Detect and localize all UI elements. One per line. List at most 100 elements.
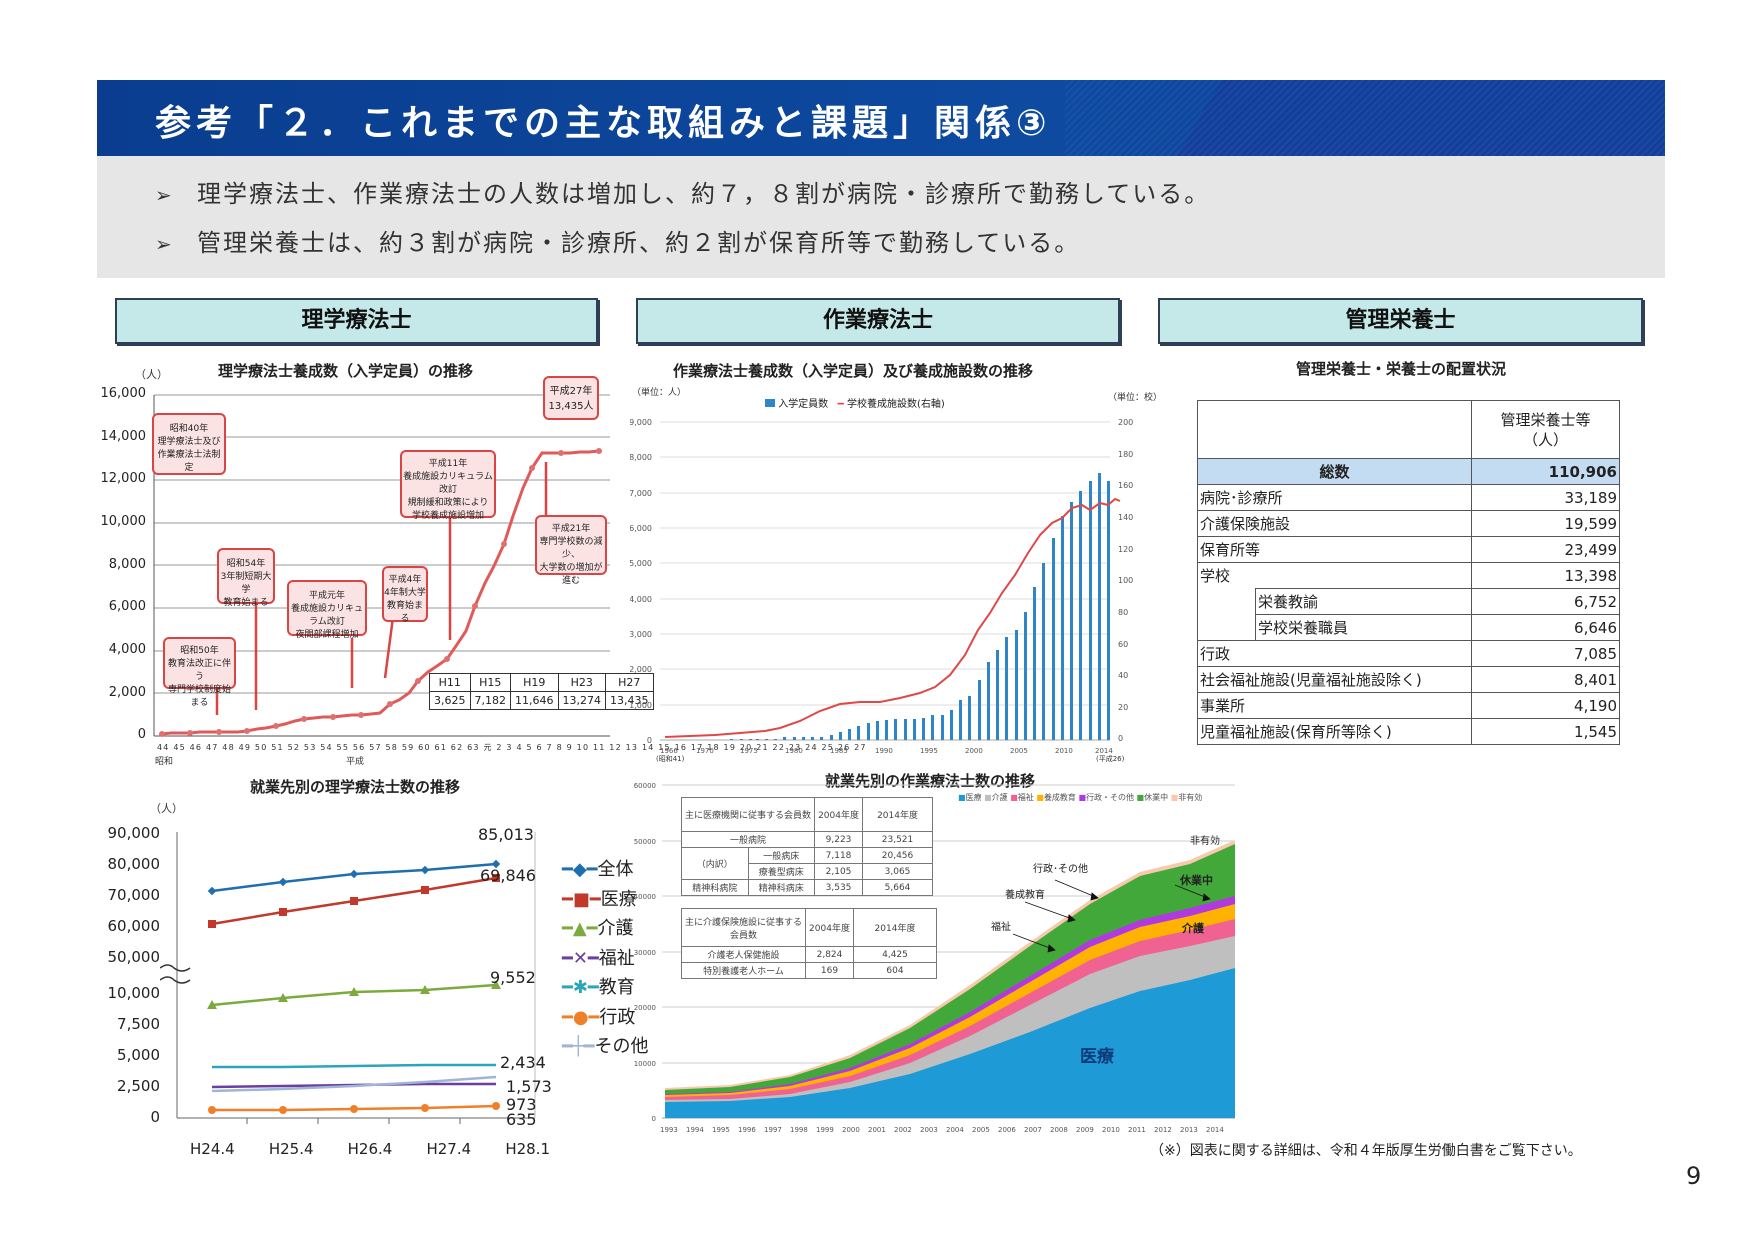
inset-cell: 169 <box>805 962 854 979</box>
indent-cell <box>1197 614 1256 641</box>
svg-text:1975: 1975 <box>740 747 758 755</box>
svg-text:1997: 1997 <box>764 1126 782 1134</box>
y-tick: 2,500 <box>117 1077 160 1095</box>
row-label: 社会福祉施設(児童福祉施設除く) <box>1197 666 1472 693</box>
row-label: 行政 <box>1197 640 1472 667</box>
legend-item-medical: ━■━医療 <box>562 888 637 910</box>
inset-value: 13,274 <box>557 691 606 710</box>
svg-text:60: 60 <box>1118 640 1128 649</box>
legend-label: 養成教育 <box>1043 793 1076 802</box>
y-tick: 14,000 <box>100 429 147 444</box>
inset-cell: 一般病床 <box>747 847 816 864</box>
table-row: 行政 7,085 <box>1197 640 1620 667</box>
end-label-other: 1,573 <box>506 1077 552 1096</box>
axis-break-icon <box>160 964 191 972</box>
legend-label: 医療 <box>965 793 982 802</box>
svg-text:40000: 40000 <box>634 893 656 901</box>
svg-text:2011: 2011 <box>1128 1126 1146 1134</box>
inset-cell: 精神科病院 <box>681 879 749 896</box>
section-head-ot: 作業療法士 <box>636 298 1120 344</box>
x-tick: H26.4 <box>347 1140 393 1158</box>
svg-text:1993: 1993 <box>660 1126 678 1134</box>
table-row: 事業所 4,190 <box>1197 692 1620 719</box>
nutrition-table: 管理栄養士等 （人） 総数 110,906 病院･診療所 33,189 介護保険… <box>1197 400 1620 745</box>
legend-item-care: ━▲━介護 <box>562 918 634 939</box>
arrowhead-bullet-icon: ➢ <box>155 183 174 207</box>
svg-text:2003: 2003 <box>920 1126 938 1134</box>
callout-s54: 昭和54年 3年制短期大学 教育始まる <box>217 548 275 608</box>
pt-enrollment-title: 理学療法士養成数（入学定員）の推移 <box>218 362 474 380</box>
svg-text:2004: 2004 <box>946 1126 964 1134</box>
inset-header: 主に医療機関に従事する会員数 <box>680 797 816 832</box>
area-label-welfare: 福祉 <box>991 922 1011 933</box>
svg-text:0: 0 <box>1118 734 1123 743</box>
legend-line-swatch: ━ <box>837 399 844 410</box>
pt-workplace-title: 就業先別の理学療法士数の推移 <box>250 778 461 796</box>
inset-header: 2004年度 <box>805 908 854 947</box>
svg-text:2012: 2012 <box>1154 1126 1172 1134</box>
svg-text:2007: 2007 <box>1024 1126 1042 1134</box>
svg-text:30000: 30000 <box>634 949 656 957</box>
area-label-medical: 医療 <box>1080 1047 1114 1067</box>
svg-text:2,000: 2,000 <box>630 665 652 674</box>
inset-cell: 2,824 <box>805 946 854 963</box>
svg-text:7,000: 7,000 <box>630 489 652 498</box>
svg-text:5,000: 5,000 <box>630 559 652 568</box>
col-header-line1: 管理栄養士等 <box>1500 410 1591 429</box>
svg-text:1970: 1970 <box>696 747 714 755</box>
svg-text:1999: 1999 <box>816 1126 834 1134</box>
ot-medical-inset-table: 主に医療機関に従事する会員数 2004年度 2014年度 一般病院 9,223 … <box>680 797 934 896</box>
row-value: 6,752 <box>1471 588 1620 615</box>
table-row: 学校 13,398 <box>1197 562 1620 589</box>
svg-text:9,000: 9,000 <box>630 418 652 427</box>
ot-enrollment-legend: 入学定員数 ━ 学校養成施設数(右軸) <box>765 395 945 410</box>
inset-header: 2014年度 <box>853 908 937 947</box>
pt-workplace-unit: （人） <box>150 802 183 815</box>
y-tick: 10,000 <box>107 984 161 1002</box>
row-label: 児童福祉施設(保育所等除く) <box>1197 718 1472 745</box>
svg-text:0: 0 <box>647 736 652 745</box>
row-value: 1,545 <box>1471 718 1620 745</box>
header-blank-cell <box>1197 400 1472 459</box>
svg-text:1998: 1998 <box>790 1126 808 1134</box>
y-tick: 80,000 <box>107 855 161 873</box>
end-label-admin: 635 <box>506 1110 537 1129</box>
svg-text:2010: 2010 <box>1102 1126 1120 1134</box>
ot-enrollment-title: 作業療法士養成数（入学定員）及び養成施設数の推移 <box>673 362 1034 380</box>
col-header: 管理栄養士等 （人） <box>1471 400 1620 459</box>
inset-cell: 一般病院 <box>680 831 816 848</box>
row-label: 学校 <box>1197 562 1472 589</box>
callout-h1: 平成元年 養成施設カリキュラム改訂 夜間部課程増加 <box>287 580 367 640</box>
inset-cell: 療養型病床 <box>747 863 816 880</box>
x-tick: H25.4 <box>268 1140 314 1158</box>
svg-text:2001: 2001 <box>868 1126 886 1134</box>
end-label-medical: 69,846 <box>480 866 536 885</box>
section-head-pt: 理学療法士 <box>115 298 598 344</box>
callout-h21: 平成21年 専門学校数の減少、 大学数の増加が進む <box>535 515 607 586</box>
row-value: 7,085 <box>1471 640 1620 667</box>
pt-enrollment-unit: （人） <box>135 368 168 381</box>
svg-text:3,000: 3,000 <box>630 630 652 639</box>
title-band: 参考「２．これまでの主な取組みと課題」関係③ <box>97 80 1665 156</box>
pt-enrollment-xticks: 44 45 46 47 48 49 50 51 52 53 54 55 56 5… <box>157 743 867 752</box>
summary-bullet-text: 理学療法士、作業療法士の人数は増加し、約７，８割が病院・診療所で勤務している。 <box>197 180 1211 208</box>
y-tick: 8,000 <box>108 557 146 572</box>
svg-text:10000: 10000 <box>634 1060 656 1068</box>
legend-label: 行政・その他 <box>1086 793 1134 802</box>
row-label: 介護保険施設 <box>1197 510 1472 537</box>
row-label: 栄養教諭 <box>1255 588 1472 615</box>
inset-header: H11 <box>429 673 471 692</box>
inset-value: 13,435 <box>605 691 654 710</box>
y-tick: 90,000 <box>107 824 161 842</box>
callout-s50: 昭和50年 教育法改正に伴う 専門学校制度始まる <box>163 637 236 708</box>
y-tick: 5,000 <box>117 1046 160 1064</box>
row-label: 事業所 <box>1197 692 1472 719</box>
table-row: 児童福祉施設(保育所等除く) 1,545 <box>1197 718 1620 745</box>
svg-text:2014: 2014 <box>1095 747 1113 755</box>
table-row: 社会福祉施設(児童福祉施設除く) 8,401 <box>1197 666 1620 693</box>
era-showa: 昭和 <box>155 757 174 767</box>
inset-header: H23 <box>557 673 606 692</box>
svg-text:2005: 2005 <box>972 1126 990 1134</box>
end-label-welfare: 973 <box>506 1095 537 1114</box>
svg-text:2000: 2000 <box>965 747 983 755</box>
